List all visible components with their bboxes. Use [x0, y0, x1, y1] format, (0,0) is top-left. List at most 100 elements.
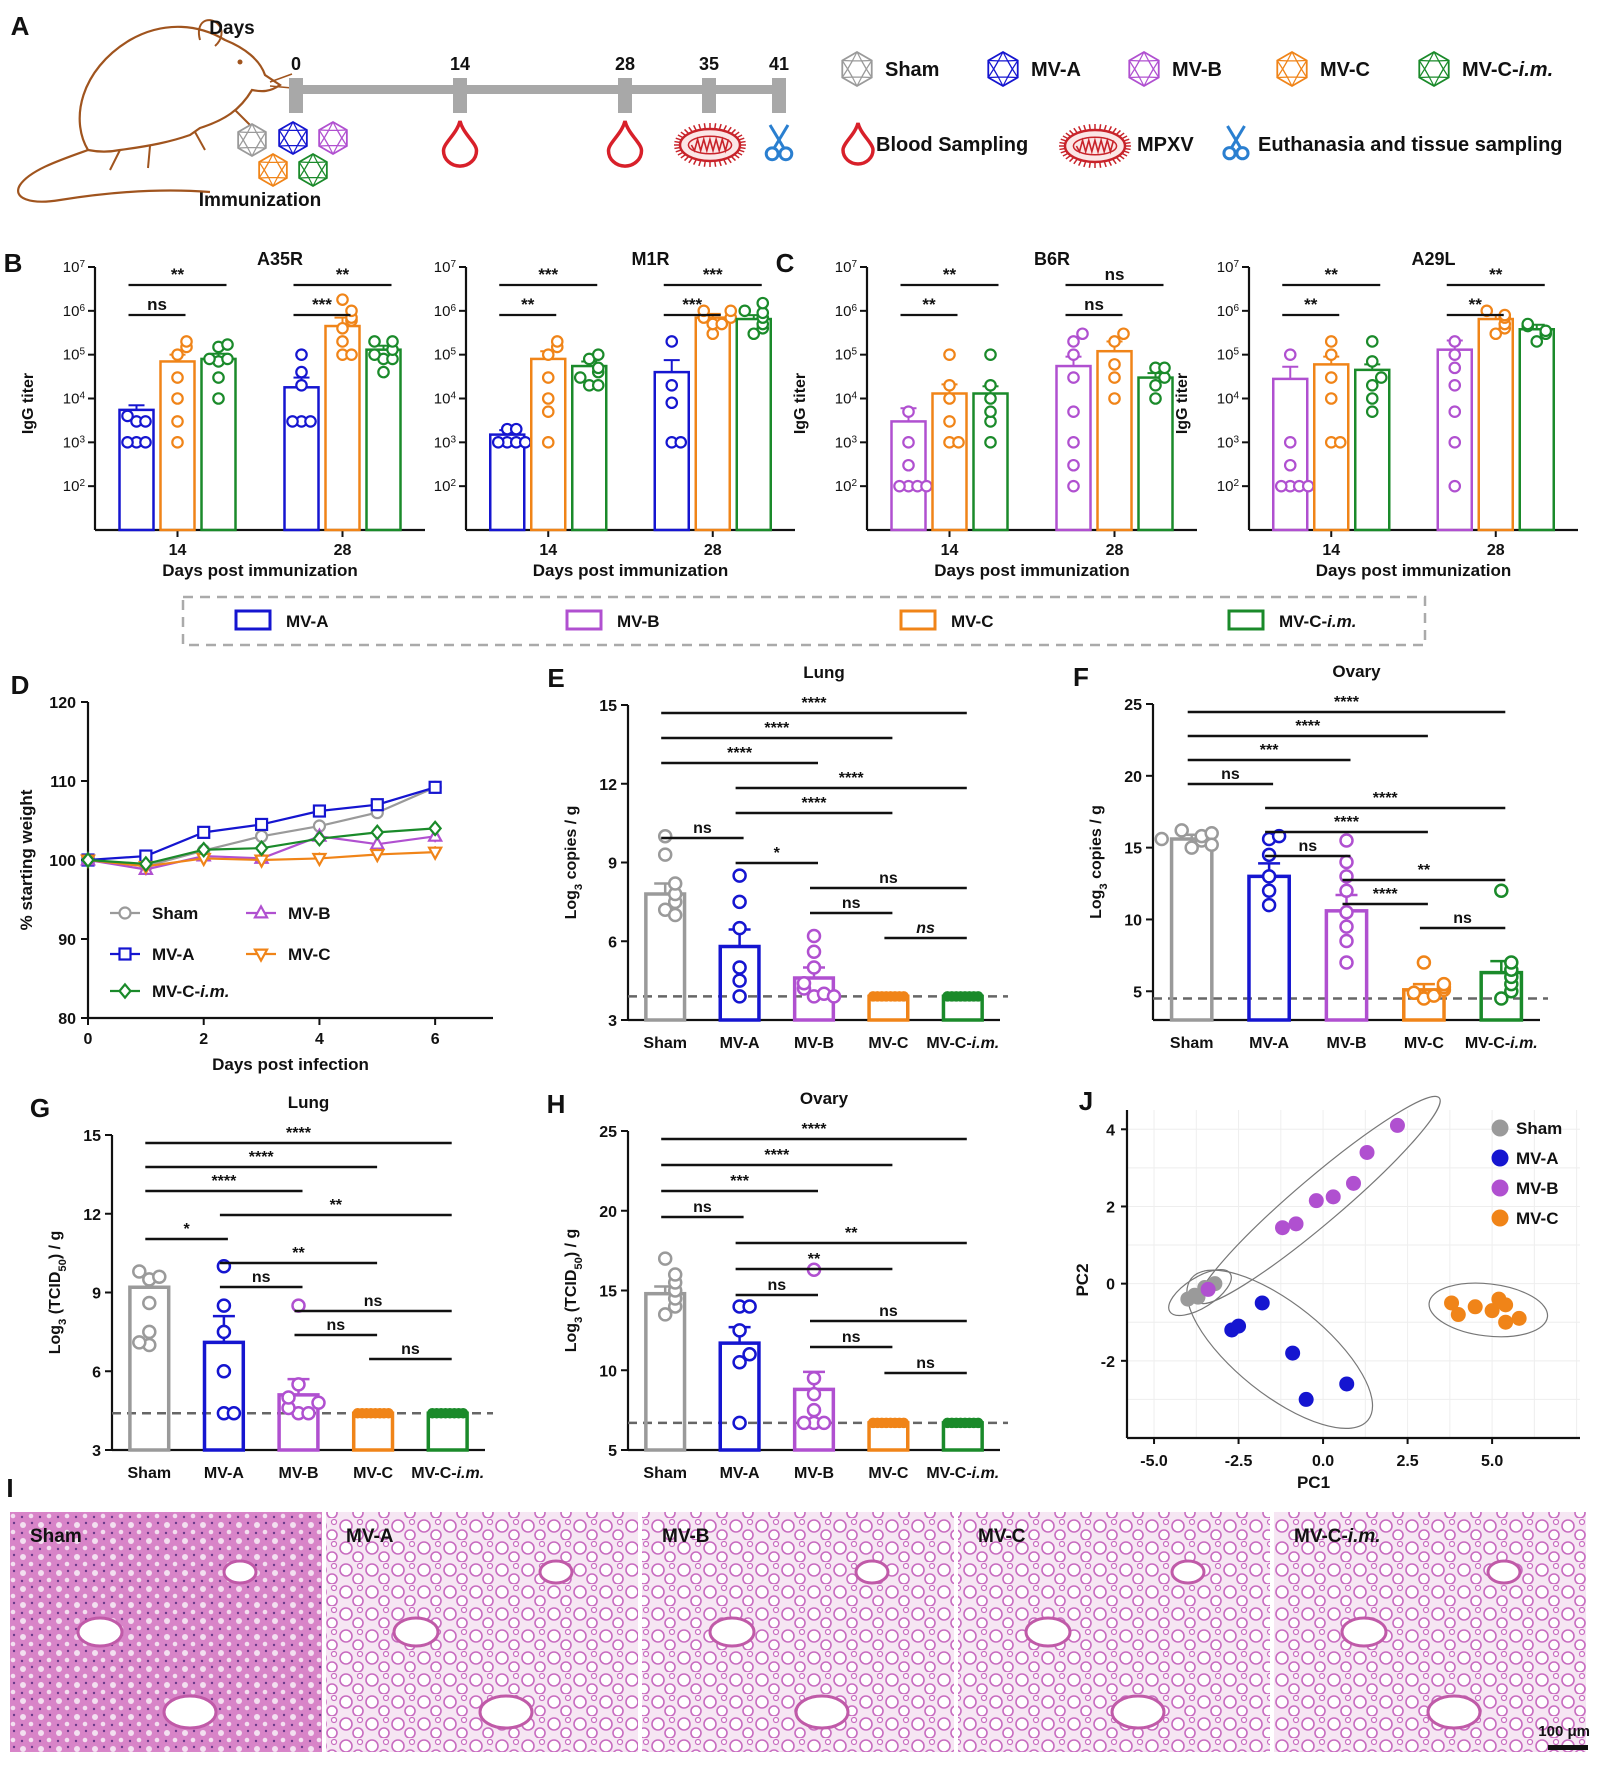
- data-point: [203, 352, 216, 366]
- virion-edge: [268, 177, 274, 187]
- virion-edge: [312, 177, 318, 187]
- data-point: [806, 944, 822, 959]
- group-label-part: MV-C-: [1462, 59, 1519, 81]
- panel-j-pca-chart: J -2 0 2 4 -5.0 -2.5 0.0 2.5 5.0 PC1 PC2 Sham MV-A MV-…: [1073, 1086, 1580, 1492]
- y-tick-exp: 7: [79, 259, 85, 270]
- data-point: [1231, 1318, 1247, 1334]
- data-point: [591, 348, 605, 361]
- bar: [202, 1340, 246, 1452]
- y-tick-label: 12: [599, 777, 617, 794]
- data-point: [1067, 335, 1080, 348]
- y-tick-label: 104: [835, 390, 858, 408]
- data-point: [518, 436, 532, 449]
- significance-label: **: [1469, 295, 1483, 314]
- legend-virion-icon: [1128, 50, 1160, 88]
- x-axis-label: Days post infection: [212, 1055, 369, 1074]
- panel-letter: G: [30, 1093, 50, 1123]
- axis-label-part: ) / g: [47, 1231, 64, 1259]
- legend-panel-bc: MV-A MV-B MV-C MV-C-i.m.: [181, 595, 1427, 647]
- data-point: [311, 1395, 326, 1410]
- histology-label: MV-C-i.m.: [1294, 1526, 1381, 1547]
- virion-edge: [1418, 68, 1426, 78]
- legend-marker: [1491, 1119, 1509, 1137]
- data-point: [226, 1406, 242, 1421]
- data-point: [665, 396, 679, 410]
- data-point: [1346, 1175, 1361, 1191]
- virion-edge: [260, 131, 267, 141]
- x-tick-label: 28: [1106, 542, 1124, 559]
- data-point: [898, 991, 909, 1002]
- virion-edge: [312, 153, 318, 163]
- y-tick-exp: 7: [450, 259, 456, 270]
- data-point: [826, 989, 842, 1004]
- data-point: [1324, 392, 1338, 405]
- x-tick-label: 4: [315, 1031, 324, 1048]
- x-tick-label: -5.0: [1140, 1453, 1168, 1470]
- y-tick-exp: 4: [1233, 390, 1239, 401]
- virion-edge: [851, 76, 858, 87]
- data-point: [665, 335, 679, 348]
- bar: [351, 1411, 395, 1452]
- data-point: [1339, 883, 1354, 898]
- x-axis-label: PC1: [1297, 1473, 1330, 1492]
- legend-virion-icon: [1418, 50, 1450, 88]
- virion-edge: [997, 51, 1004, 62]
- y-tick-label: 104: [1217, 390, 1240, 408]
- axis-label-part: Log: [563, 1323, 580, 1352]
- virion-inner: [242, 131, 262, 149]
- data-point: [1261, 897, 1277, 913]
- y-tick-label: 15: [599, 1284, 617, 1301]
- data-point: [295, 379, 308, 392]
- y-tick-base: 10: [835, 259, 852, 276]
- data-point: [138, 855, 153, 873]
- y-tick-label: 103: [835, 434, 858, 452]
- scissors-handle: [764, 146, 780, 162]
- legend-label: MV-C: [951, 612, 994, 631]
- significance-label: ns: [693, 820, 712, 837]
- histology-tile: Sham: [10, 1512, 322, 1752]
- virion-edge: [1418, 60, 1426, 70]
- y-tick-exp: 2: [450, 478, 456, 489]
- virion-edge: [1286, 51, 1293, 62]
- group-ellipse: [1186, 1269, 1374, 1429]
- airway: [854, 1559, 890, 1585]
- data-point: [902, 458, 915, 472]
- airway: [1170, 1559, 1206, 1585]
- legend-label: MPXV: [1137, 134, 1194, 156]
- data-point: [81, 851, 95, 869]
- virion-edge: [301, 137, 308, 147]
- data-point: [1204, 837, 1219, 853]
- virion-edge: [1442, 68, 1450, 78]
- significance-label: *: [774, 845, 781, 862]
- legend-label: MV-C-i.m.: [1279, 612, 1356, 631]
- x-tick-label: MV-B: [794, 1465, 834, 1482]
- scissors-handle: [1235, 146, 1250, 161]
- data-point: [336, 293, 349, 306]
- y-tick-exp: 3: [79, 434, 85, 445]
- data-point: [1359, 1144, 1375, 1160]
- x-axis-label: Days post immunization: [533, 561, 729, 580]
- data-point: [1067, 458, 1080, 472]
- virion-edge: [332, 121, 338, 131]
- legend-label: MV-B: [1516, 1179, 1559, 1198]
- group-label-part: MV-C-: [1465, 1035, 1510, 1052]
- virion-edge: [298, 161, 305, 171]
- virion-edge: [856, 51, 863, 62]
- data-point: [738, 304, 752, 318]
- significance-label: ns: [1221, 766, 1240, 783]
- data-point: [816, 1415, 832, 1431]
- panel-letter: J: [1079, 1086, 1093, 1116]
- data-point: [427, 846, 444, 861]
- x-tick-label: MV-A: [1249, 1035, 1289, 1052]
- panel-letter: A: [11, 11, 30, 41]
- data-point: [1365, 335, 1379, 348]
- legend-label: Euthanasia and tissue sampling: [1258, 134, 1563, 156]
- data-point: [370, 824, 385, 841]
- mouse-eye: [237, 59, 243, 65]
- axis-label-sub: 3: [1098, 883, 1110, 889]
- data-point: [756, 296, 770, 310]
- significance-label: ****: [802, 1121, 828, 1138]
- data-point: [281, 1390, 296, 1405]
- airway: [708, 1616, 756, 1648]
- data-point: [1339, 955, 1354, 970]
